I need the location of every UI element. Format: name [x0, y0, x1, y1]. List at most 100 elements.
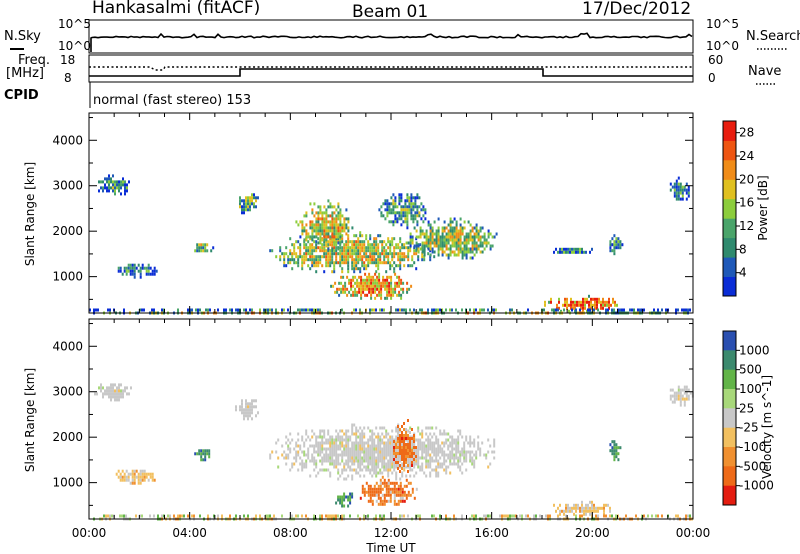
data-cell [327, 468, 330, 472]
data-cell [459, 247, 462, 251]
data-cell [441, 462, 444, 466]
data-cell [608, 303, 610, 307]
data-cell [408, 202, 411, 206]
data-cell [407, 255, 410, 259]
data-cell [301, 435, 304, 439]
time-xtick-labels: 00:00 04:00 08:00 12:00 16:00 20:00 00:00 [72, 526, 711, 540]
data-cell [141, 478, 144, 482]
data-cell [206, 452, 209, 456]
data-cell [475, 241, 478, 245]
data-cell [345, 429, 348, 433]
data-cell [406, 196, 409, 200]
data-cell [267, 308, 269, 312]
data-cell [441, 253, 444, 257]
data-region-11 [609, 234, 624, 256]
data-cell [315, 438, 318, 442]
data-cell [104, 392, 106, 396]
data-cell [335, 459, 338, 463]
data-cell [385, 432, 388, 436]
data-cell [335, 208, 338, 212]
data-cell [469, 450, 472, 454]
data-cell [381, 462, 384, 466]
data-cell [377, 267, 380, 271]
data-cell [578, 300, 580, 304]
data-cell [339, 241, 342, 245]
data-cell [367, 499, 370, 503]
data-cell [353, 261, 356, 265]
data-cell [315, 249, 318, 253]
data-cell [309, 444, 312, 448]
data-cell [465, 250, 468, 254]
data-cell [317, 450, 320, 454]
data-cell [564, 303, 566, 307]
data-cell [424, 208, 427, 212]
data-cell [471, 450, 474, 454]
data-cell [385, 484, 388, 488]
data-cell [431, 435, 434, 439]
data-cell [406, 226, 409, 230]
data-cell [397, 452, 399, 455]
data-cell [98, 386, 100, 390]
data-cell [573, 247, 575, 251]
data-cell [481, 235, 484, 239]
data-cell [590, 306, 592, 310]
data-cell [407, 490, 410, 494]
data-cell [463, 456, 466, 460]
data-cell [602, 306, 604, 310]
data-cell [287, 258, 290, 262]
data-cell [491, 235, 494, 239]
data-cell [315, 235, 318, 239]
data-cell [307, 453, 310, 457]
data-cell [679, 182, 682, 186]
data-cell [126, 386, 128, 390]
data-cell [321, 229, 324, 233]
data-cell [511, 308, 513, 312]
data-cell [389, 487, 392, 491]
data-cell [406, 208, 409, 212]
data-cell [355, 444, 358, 448]
data-cell [311, 429, 314, 433]
data-cell [475, 244, 478, 248]
data-cell [419, 247, 422, 251]
data-cell [343, 217, 346, 221]
data-cell [423, 247, 426, 251]
data-cell [329, 435, 332, 439]
data-cell [351, 252, 354, 256]
data-cell [362, 290, 365, 294]
data-cell [375, 264, 378, 268]
data-cell [427, 438, 430, 442]
data-cell [341, 267, 344, 271]
data-cell [403, 446, 405, 449]
data-cell [569, 247, 571, 251]
data-cell [247, 411, 249, 415]
data-cell [425, 238, 428, 242]
data-cell [153, 308, 155, 312]
data-cell [544, 300, 546, 304]
data-cell [331, 444, 334, 448]
data-cell [481, 308, 483, 312]
data-cell [421, 444, 424, 448]
data-cell [388, 211, 391, 215]
data-cell [345, 255, 348, 259]
data-cell [395, 465, 398, 469]
data-cell [130, 386, 132, 390]
data-cell [400, 199, 403, 203]
data-cell [422, 205, 425, 209]
data-cell [421, 250, 424, 254]
data-cell [599, 506, 601, 510]
data-cell [449, 435, 452, 439]
data-cell [389, 496, 392, 500]
data-cell [120, 383, 122, 387]
data-cell [390, 296, 393, 300]
data-cell [362, 281, 365, 285]
data-cell [373, 487, 376, 491]
data-cell [351, 462, 354, 466]
data-cell [355, 447, 358, 451]
data-cell [317, 214, 320, 218]
data-cell [311, 456, 314, 460]
data-cell [297, 438, 300, 442]
data-cell [615, 237, 618, 241]
colorbar-segment [723, 121, 736, 141]
data-cell [409, 449, 411, 452]
